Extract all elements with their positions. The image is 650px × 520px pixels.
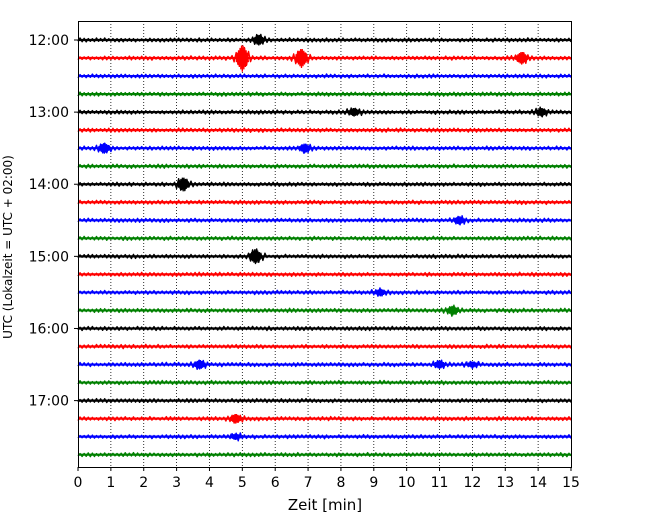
x-tick-label-0: 0: [74, 475, 83, 491]
trace-1215: [77, 46, 572, 67]
y-tick-label-1700: 17:00: [29, 394, 69, 410]
x-tick-label-2: 2: [139, 475, 148, 491]
trace-1415: [77, 199, 572, 206]
y-tick-label-1400: 14:00: [29, 177, 69, 193]
x-tick-label-5: 5: [238, 475, 247, 491]
trace-1730: [77, 432, 572, 442]
trace-1400: [77, 178, 572, 192]
x-tick-label-4: 4: [205, 475, 214, 491]
trace-1330: [77, 142, 572, 155]
x-tick-label-12: 12: [463, 475, 481, 491]
trace-1615: [77, 343, 572, 350]
trace-1245: [77, 91, 572, 97]
trace-1645: [77, 379, 572, 386]
trace-1315: [77, 127, 572, 133]
x-tick-label-10: 10: [398, 475, 416, 491]
seismic-event-1715-0: [229, 414, 243, 424]
seismic-event-1500-0: [248, 249, 263, 265]
seismic-event-1630-2: [465, 360, 480, 368]
x-tick-label-13: 13: [496, 475, 514, 491]
trace-1345: [77, 163, 572, 170]
trace-1630: [77, 359, 572, 370]
seismic-event-1430-0: [452, 216, 466, 225]
trace-1500: [77, 248, 572, 264]
y-axis-ticks: 12:00 13:00 14:00 15:00 16:00 17:00: [29, 33, 78, 410]
seismic-event-1530-0: [373, 288, 387, 297]
trace-1230: [77, 73, 572, 79]
y-tick-label-1600: 16:00: [29, 321, 69, 337]
x-tick-label-6: 6: [271, 475, 280, 491]
y-tick-label-1300: 13:00: [29, 105, 69, 121]
x-tick-label-8: 8: [336, 475, 345, 491]
x-tick-label-15: 15: [562, 475, 580, 491]
y-axis-label: UTC (Lokalzeit = UTC + 02:00): [1, 155, 15, 339]
x-axis-ticks: 0 1 2 3 4 5 6 7 8 9 10 11 12 13 14 15: [74, 467, 580, 491]
seismic-event-1630-1: [432, 360, 447, 369]
seismic-event-1215-1: [294, 48, 309, 68]
grid-layer: [110, 21, 539, 467]
trace-1700: [77, 397, 572, 404]
x-tick-label-9: 9: [369, 475, 378, 491]
trace-layer: [77, 33, 572, 458]
x-tick-label-3: 3: [172, 475, 181, 491]
x-tick-label-7: 7: [304, 475, 313, 491]
x-tick-label-14: 14: [529, 475, 547, 491]
seismic-event-1330-1: [298, 143, 312, 154]
seismic-event-1215-2: [515, 51, 529, 65]
trace-1430: [77, 215, 572, 226]
x-tick-label-1: 1: [106, 475, 115, 491]
trace-1200: [77, 33, 572, 46]
seismic-event-1400-0: [176, 177, 190, 192]
seismic-event-1300-0: [347, 108, 361, 117]
seismic-event-1300-1: [534, 108, 549, 117]
trace-1515: [77, 271, 572, 278]
seismic-event-1200-0: [252, 34, 266, 46]
seismic-event-1730-0: [229, 433, 243, 441]
trace-1715: [77, 414, 572, 424]
seismic-event-1215-0: [235, 45, 249, 72]
plot-frame: [78, 21, 572, 468]
x-tick-label-11: 11: [431, 475, 449, 491]
y-tick-label-1200: 12:00: [29, 33, 69, 49]
trace-1600: [77, 325, 572, 332]
y-tick-label-1500: 15:00: [29, 249, 69, 265]
x-axis-label: Zeit [min]: [288, 496, 362, 514]
seismic-event-1545-0: [446, 305, 460, 316]
seismic-event-1630-0: [192, 359, 207, 370]
seismic-event-1330-0: [97, 143, 111, 154]
